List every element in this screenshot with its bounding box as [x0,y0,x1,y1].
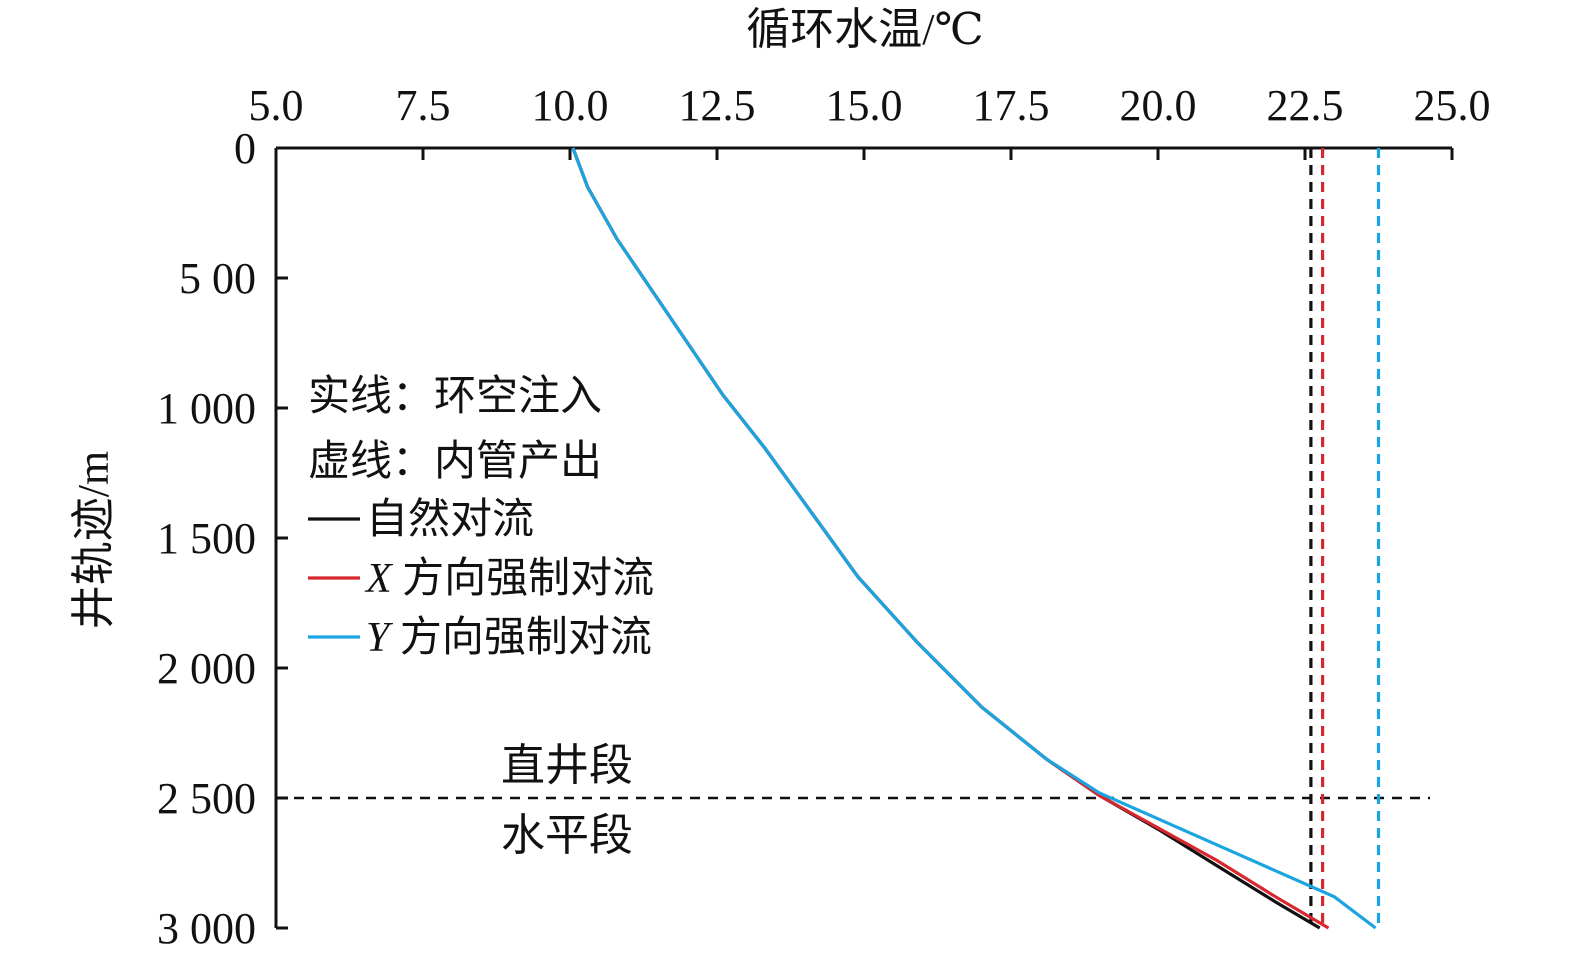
y-tick-label: 1 500 [157,514,256,563]
x-axis-title: 循环水温/℃ [746,5,983,54]
x-tick-label: 10.0 [532,81,609,130]
y-tick-label: 1 000 [157,384,256,433]
legend-note-solid: 实线：环空注入 [308,373,602,420]
legend-item-label: X 方向强制对流 [364,556,654,602]
x-tick-label: 5.0 [249,81,304,130]
x-tick-label: 15.0 [826,81,903,130]
y-tick-label: 5 00 [179,254,256,303]
y-tick-label: 0 [234,124,256,173]
series-line [571,147,1377,930]
x-tick-label: 17.5 [973,81,1050,130]
x-tick-label: 25.0 [1414,81,1491,130]
x-tick-label: 12.5 [679,81,756,130]
series-line [571,147,1321,930]
series-group [571,147,1381,930]
legend-note-dashed: 虚线：内管产出 [308,439,602,485]
x-tick-label: 7.5 [396,81,451,130]
y-tick-label: 2 000 [157,644,256,693]
ticks: 5.0 7.5 10.0 12.5 15.0 17.5 20.0 22.5 25.0 0 5 00 1… [157,81,1491,953]
x-tick-label: 22.5 [1267,81,1344,130]
x-tick-label: 20.0 [1120,81,1197,130]
legend: 实线：环空注入 虚线：内管产出 自然对流 X 方向强制对流 Y 方向强制对流 [308,373,654,661]
legend-item-label: 自然对流 [366,496,534,543]
y-tick-label: 3 000 [157,904,256,953]
region-label-vertical: 直井段 [501,741,633,790]
region-label-horizontal: 水平段 [501,811,633,860]
legend-items: 自然对流 X 方向强制对流 Y 方向强制对流 [308,496,654,661]
legend-item-label: Y 方向强制对流 [366,615,652,661]
series-line [571,147,1330,930]
y-axis-title: 井轨迹/m [69,451,118,629]
y-tick-label: 2 500 [157,774,256,823]
